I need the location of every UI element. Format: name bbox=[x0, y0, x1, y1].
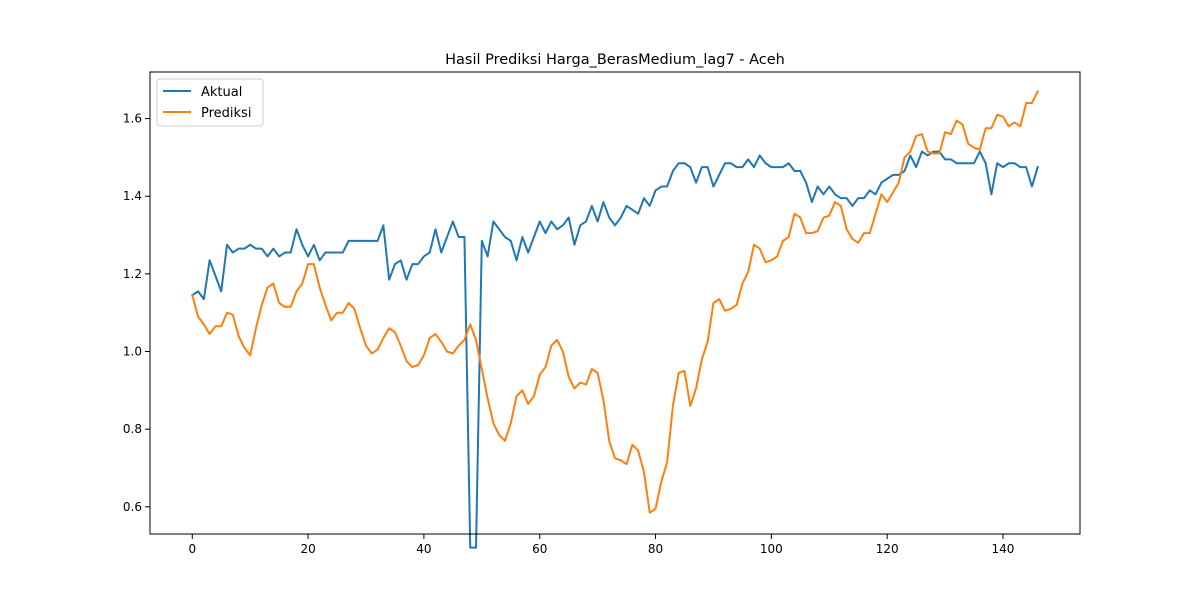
x-tick-label: 0 bbox=[188, 542, 196, 556]
x-tick-label: 140 bbox=[992, 542, 1015, 556]
plot-lines bbox=[190, 90, 1040, 549]
x-axis: 0 20 40 60 80 100 120 140 bbox=[188, 534, 1014, 556]
legend: Aktual Prediksi bbox=[156, 78, 264, 127]
legend-label-prediksi: Prediksi bbox=[201, 106, 251, 121]
x-tick-label: 100 bbox=[760, 542, 783, 556]
y-tick-label: 1.0 bbox=[123, 345, 142, 359]
x-tick-label: 20 bbox=[300, 542, 315, 556]
y-tick-label: 1.2 bbox=[123, 267, 142, 281]
x-tick-label: 40 bbox=[416, 542, 431, 556]
series-line-aktual bbox=[190, 150, 1039, 549]
x-tick-label: 120 bbox=[876, 542, 899, 556]
x-tick-label: 80 bbox=[648, 542, 663, 556]
series-line-prediksi bbox=[191, 90, 1040, 514]
chart-title: Hasil Prediksi Harga_BerasMedium_lag7 - … bbox=[445, 52, 785, 68]
y-tick-label: 1.6 bbox=[123, 112, 142, 126]
y-tick-label: 0.6 bbox=[123, 500, 142, 514]
y-tick-label: 0.8 bbox=[123, 422, 142, 436]
y-tick-label: 1.4 bbox=[123, 189, 142, 203]
y-axis: 0.6 0.8 1.0 1.2 1.4 1.6 bbox=[123, 112, 150, 514]
x-tick-label: 60 bbox=[532, 542, 547, 556]
legend-label-aktual: Aktual bbox=[201, 85, 242, 100]
plot-frame bbox=[149, 71, 1081, 535]
